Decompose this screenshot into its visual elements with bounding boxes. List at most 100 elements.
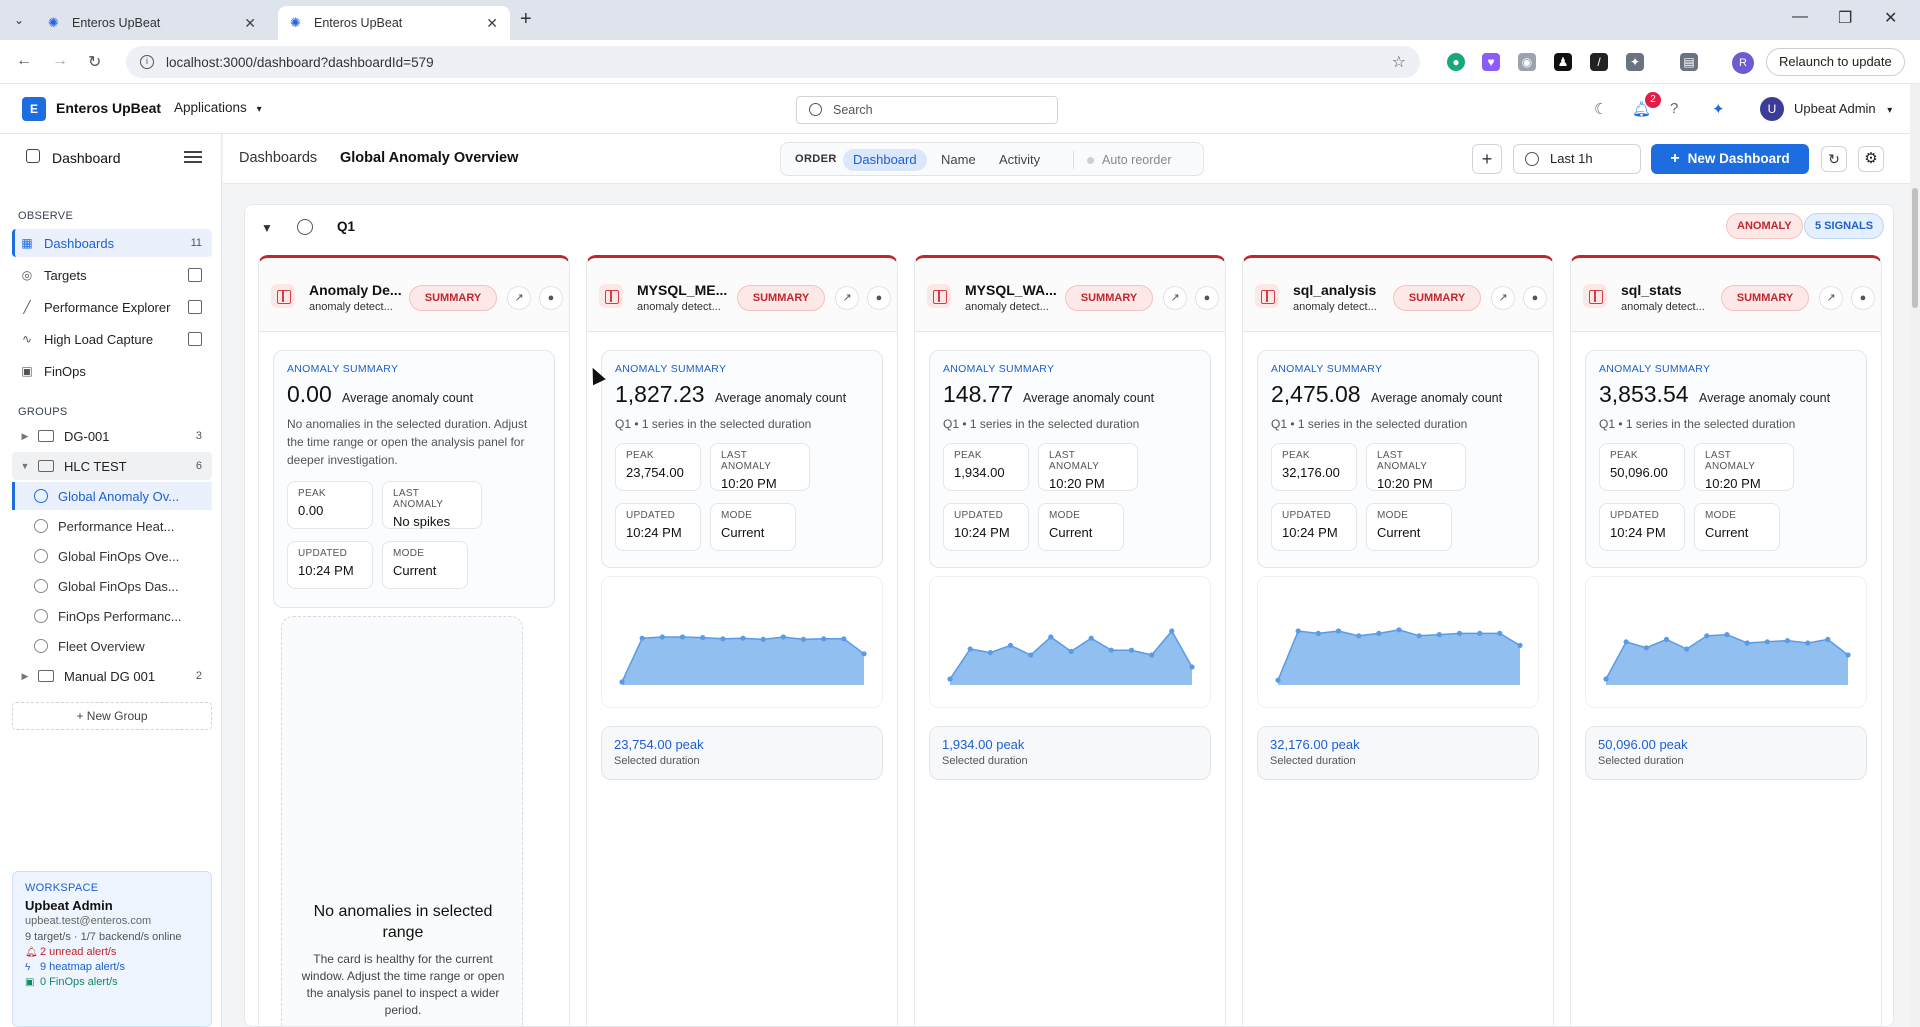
help-icon[interactable]: ? bbox=[1670, 100, 1679, 117]
sparkline-point[interactable] bbox=[800, 636, 807, 642]
summary-button[interactable]: SUMMARY bbox=[409, 285, 497, 311]
browser-tab[interactable]: ✺ Enteros UpBeat ✕ bbox=[36, 6, 268, 40]
sidebar-item-finops[interactable]: ▣ FinOps bbox=[12, 357, 212, 385]
pin-icon[interactable]: ● bbox=[1851, 286, 1875, 310]
scrollbar-thumb[interactable] bbox=[1912, 188, 1918, 308]
close-window-icon[interactable]: ✕ bbox=[1884, 10, 1898, 27]
dashboard-link-finops-performance[interactable]: FinOps Performanc... bbox=[12, 602, 212, 630]
sidebar-item-performance-explorer[interactable]: ╱ Performance Explorer bbox=[12, 293, 212, 321]
sparkline-point[interactable] bbox=[1825, 636, 1831, 642]
auto-reorder-toggle[interactable]: Auto reorder bbox=[1087, 153, 1171, 167]
ai-sparkle-icon[interactable]: ✦ bbox=[1712, 101, 1725, 118]
sparkline-point[interactable] bbox=[1068, 648, 1074, 654]
url-field[interactable]: i localhost:3000/dashboard?dashboardId=5… bbox=[126, 46, 1420, 78]
external-link-icon[interactable] bbox=[188, 332, 202, 346]
bookmark-star-icon[interactable]: ☆ bbox=[1391, 54, 1406, 71]
site-info-icon[interactable]: i bbox=[140, 55, 154, 69]
browser-profile-avatar[interactable]: R bbox=[1732, 52, 1754, 74]
sparkline-point[interactable] bbox=[1128, 647, 1135, 653]
sparkline-point[interactable] bbox=[740, 635, 746, 641]
sparkline-point[interactable] bbox=[1704, 633, 1710, 639]
dashboard-link-global-finops-das[interactable]: Global FinOps Das... bbox=[12, 572, 212, 600]
browser-tab-active[interactable]: ✺ Enteros UpBeat ✕ bbox=[278, 6, 510, 40]
sparkline-point[interactable] bbox=[841, 636, 847, 642]
sparkline-point[interactable] bbox=[700, 635, 706, 641]
sparkline-point[interactable] bbox=[1724, 632, 1730, 638]
sparkline-point[interactable] bbox=[619, 679, 625, 685]
reload-icon[interactable]: ↻ bbox=[88, 54, 102, 71]
search-input[interactable]: Search bbox=[796, 96, 1058, 124]
reading-mode-icon[interactable]: ▤ bbox=[1680, 53, 1698, 71]
sparkline-point[interactable] bbox=[1744, 640, 1750, 646]
sparkline-point[interactable] bbox=[1356, 633, 1362, 639]
sparkline-point[interactable] bbox=[1517, 642, 1523, 648]
sparkline-point[interactable] bbox=[1048, 634, 1054, 640]
pin-icon[interactable]: ● bbox=[1195, 286, 1219, 310]
app-name[interactable]: Enteros UpBeat bbox=[56, 100, 162, 116]
trend-arrow-icon[interactable]: ↗ bbox=[835, 286, 859, 310]
sparkline-point[interactable] bbox=[1189, 664, 1195, 670]
collapse-chevron-icon[interactable]: ▼ bbox=[261, 221, 273, 235]
extension-heart-icon[interactable]: ♥ bbox=[1482, 53, 1500, 71]
sparkline-point[interactable] bbox=[679, 634, 686, 640]
back-icon[interactable]: ← bbox=[16, 52, 32, 69]
summary-button[interactable]: SUMMARY bbox=[737, 285, 825, 311]
extension-copilot-icon[interactable]: ● bbox=[1447, 53, 1465, 71]
sparkline-point[interactable] bbox=[1784, 638, 1791, 644]
sparkline-point[interactable] bbox=[967, 646, 973, 652]
sparkline-point[interactable] bbox=[1643, 645, 1649, 651]
pin-icon[interactable]: ● bbox=[867, 286, 891, 310]
time-range-button[interactable]: Last 1h bbox=[1513, 144, 1641, 174]
order-option-name[interactable]: Name bbox=[941, 152, 976, 167]
sparkline-point[interactable] bbox=[1169, 628, 1175, 634]
page-scrollbar[interactable] bbox=[1910, 84, 1920, 1027]
minimize-icon[interactable]: — bbox=[1792, 8, 1808, 25]
sparkline-point[interactable] bbox=[1416, 633, 1422, 639]
group-hlc-test[interactable]: ▼ HLC TEST 6 bbox=[12, 452, 212, 480]
close-tab-icon[interactable]: ✕ bbox=[244, 14, 256, 31]
sparkline-point[interactable] bbox=[1275, 677, 1281, 683]
dashboard-link-fleet-overview[interactable]: Fleet Overview bbox=[12, 632, 212, 660]
sparkline-point[interactable] bbox=[1477, 630, 1483, 636]
sparkline-point[interactable] bbox=[947, 676, 953, 682]
sparkline-point[interactable] bbox=[720, 636, 726, 642]
user-avatar[interactable]: U bbox=[1760, 97, 1784, 121]
sidebar-item-high-load-capture[interactable]: ∿ High Load Capture bbox=[12, 325, 212, 353]
new-group-button[interactable]: + New Group bbox=[12, 702, 212, 730]
dashboard-link-global-anomaly[interactable]: Global Anomaly Ov... bbox=[12, 482, 212, 510]
group-dg-001[interactable]: ▶ DG-001 3 bbox=[12, 422, 212, 450]
sparkline-point[interactable] bbox=[1845, 652, 1851, 658]
sparkline-point[interactable] bbox=[1335, 628, 1342, 634]
breadcrumb-dashboards[interactable]: Dashboards bbox=[239, 150, 318, 166]
external-link-icon[interactable] bbox=[188, 268, 202, 282]
sparkline-point[interactable] bbox=[1805, 640, 1811, 646]
pin-icon[interactable]: ● bbox=[1523, 286, 1547, 310]
applications-menu[interactable]: Applications ▾ bbox=[174, 100, 262, 115]
order-option-dashboard[interactable]: Dashboard bbox=[843, 149, 927, 171]
refresh-button[interactable]: ↻ bbox=[1821, 146, 1847, 172]
sparkline-point[interactable] bbox=[1623, 639, 1629, 645]
forward-icon[interactable]: → bbox=[52, 52, 68, 69]
sparkline-point[interactable] bbox=[1663, 636, 1670, 642]
new-dashboard-button[interactable]: + New Dashboard bbox=[1651, 144, 1809, 174]
sparkline-point[interactable] bbox=[1007, 642, 1014, 648]
sparkline-point[interactable] bbox=[1315, 630, 1321, 636]
external-link-icon[interactable] bbox=[188, 300, 202, 314]
trend-arrow-icon[interactable]: ↗ bbox=[507, 286, 531, 310]
close-tab-icon[interactable]: ✕ bbox=[486, 14, 498, 31]
extensions-puzzle-icon[interactable]: ✦ bbox=[1626, 53, 1644, 71]
sparkline-point[interactable] bbox=[1376, 630, 1382, 636]
summary-button[interactable]: SUMMARY bbox=[1721, 285, 1809, 311]
sparkline-point[interactable] bbox=[1456, 630, 1463, 636]
extension-camera-icon[interactable]: ◉ bbox=[1518, 53, 1536, 71]
dashboard-link-global-finops-ove[interactable]: Global FinOps Ove... bbox=[12, 542, 212, 570]
sparkline-point[interactable] bbox=[1149, 652, 1155, 658]
dashboard-link-performance-heat[interactable]: Performance Heat... bbox=[12, 512, 212, 540]
sparkline-point[interactable] bbox=[821, 636, 827, 642]
heatmap-alerts-link[interactable]: ϟ 9 heatmap alert/s bbox=[25, 961, 199, 973]
trend-arrow-icon[interactable]: ↗ bbox=[1163, 286, 1187, 310]
relaunch-button[interactable]: Relaunch to update bbox=[1766, 48, 1905, 76]
finops-alerts-link[interactable]: ▣ 0 FinOps alert/s bbox=[25, 976, 199, 988]
sparkline-point[interactable] bbox=[1603, 676, 1609, 682]
user-menu[interactable]: Upbeat Admin ▾ bbox=[1794, 101, 1892, 116]
